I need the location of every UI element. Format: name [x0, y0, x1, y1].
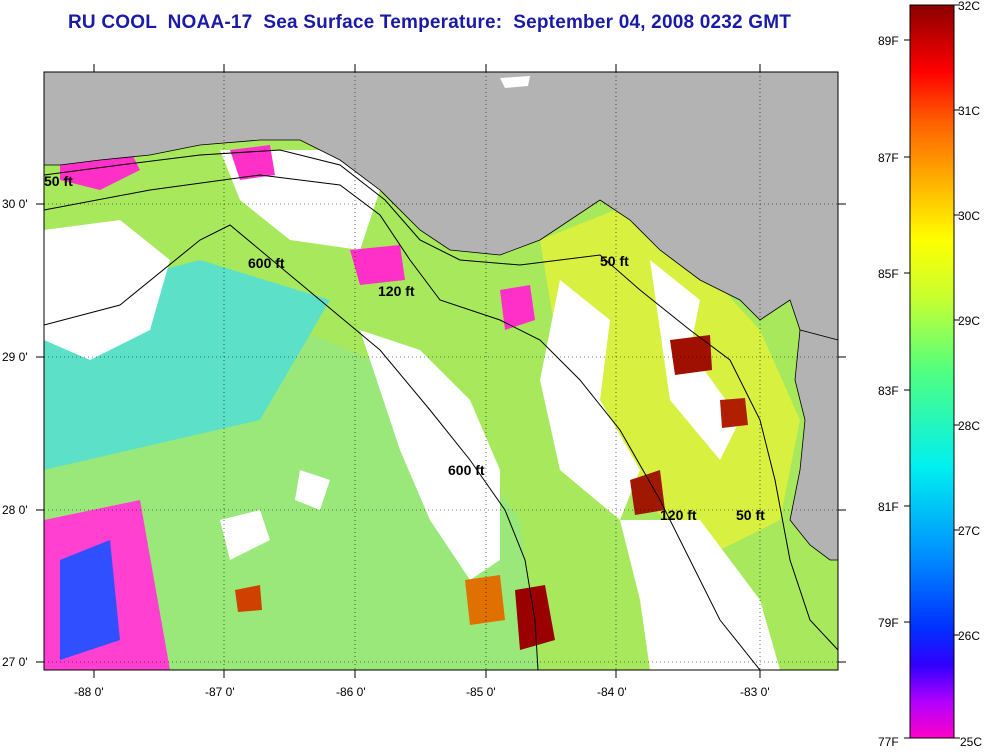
map-title: RU COOL NOAA-17 Sea Surface Temperature:… — [68, 12, 792, 33]
colorbar-ticks — [904, 4, 960, 739]
colorbar-celsius-label: 28C — [958, 419, 980, 433]
warm-patch — [630, 470, 665, 515]
warm-patch — [720, 398, 748, 428]
colorbar-celsius-label: 27C — [958, 524, 980, 538]
sst-region-blue-sw — [60, 540, 120, 660]
y-tick-label: 30 0' — [2, 197, 28, 211]
cloud-patch — [220, 510, 270, 560]
y-tick-label: 27 0' — [2, 655, 28, 669]
x-tick-label: -87 0' — [205, 685, 235, 699]
depth-label: 120 ft — [660, 507, 697, 523]
cold-patch — [500, 285, 535, 330]
graticule — [44, 72, 838, 670]
land-north-coast — [44, 72, 838, 341]
x-tick-label: -85 0' — [466, 685, 496, 699]
depth-label: 600 ft — [248, 255, 285, 271]
warm-patch — [465, 575, 505, 625]
warm-patch — [670, 335, 712, 375]
x-tick-label: -83 0' — [740, 685, 770, 699]
colorbar — [909, 4, 955, 739]
cloud-patch — [360, 330, 500, 580]
y-tick-label: 28 0' — [2, 503, 28, 517]
x-tick-label: -88 0' — [74, 685, 104, 699]
colorbar-celsius-label: 29C — [958, 314, 980, 328]
colorbar-celsius-label: 25C — [960, 735, 982, 749]
land-florida — [789, 329, 838, 561]
colorbar-fahrenheit-label: 79F — [878, 616, 899, 630]
colorbar-celsius-label: 32C — [958, 0, 980, 13]
x-tick-label: -84 0' — [597, 685, 627, 699]
colorbar-celsius-label: 26C — [958, 629, 980, 643]
cold-patch — [230, 145, 275, 180]
depth-label: 50 ft — [600, 253, 629, 269]
colorbar-fahrenheit-label: 83F — [878, 384, 899, 398]
map-frame — [43, 71, 839, 671]
colorbar-fahrenheit-label: 87F — [878, 151, 899, 165]
contour-120ft — [44, 174, 761, 670]
cold-patch — [350, 245, 405, 285]
cloud-patch — [295, 470, 330, 510]
cloud-patch — [620, 520, 780, 670]
colorbar-fahrenheit-label: 89F — [878, 34, 899, 48]
contour-600ft — [44, 224, 539, 670]
tick-marks — [36, 64, 846, 678]
map-area: 50 ft 600 ft 120 ft 50 ft 600 ft 120 ft … — [44, 72, 838, 670]
depth-label: 600 ft — [448, 462, 485, 478]
colorbar-celsius-label: 31C — [958, 104, 980, 118]
cloud-patch — [44, 220, 170, 360]
colorbar-celsius-label: 30C — [958, 209, 980, 223]
depth-label: 120 ft — [378, 283, 415, 299]
y-tick-label: 29 0' — [2, 350, 28, 364]
x-tick-label: -86 0' — [336, 685, 366, 699]
inland-lake — [500, 76, 530, 88]
colorbar-fahrenheit-label: 85F — [878, 267, 899, 281]
colorbar-fahrenheit-label: 77F — [878, 735, 899, 749]
cloud-patch — [540, 280, 640, 520]
warm-patch — [235, 585, 262, 612]
depth-label: 50 ft — [44, 173, 73, 189]
colorbar-fahrenheit-label: 81F — [878, 500, 899, 514]
depth-label: 50 ft — [736, 507, 765, 523]
contour-50ft — [44, 149, 838, 651]
